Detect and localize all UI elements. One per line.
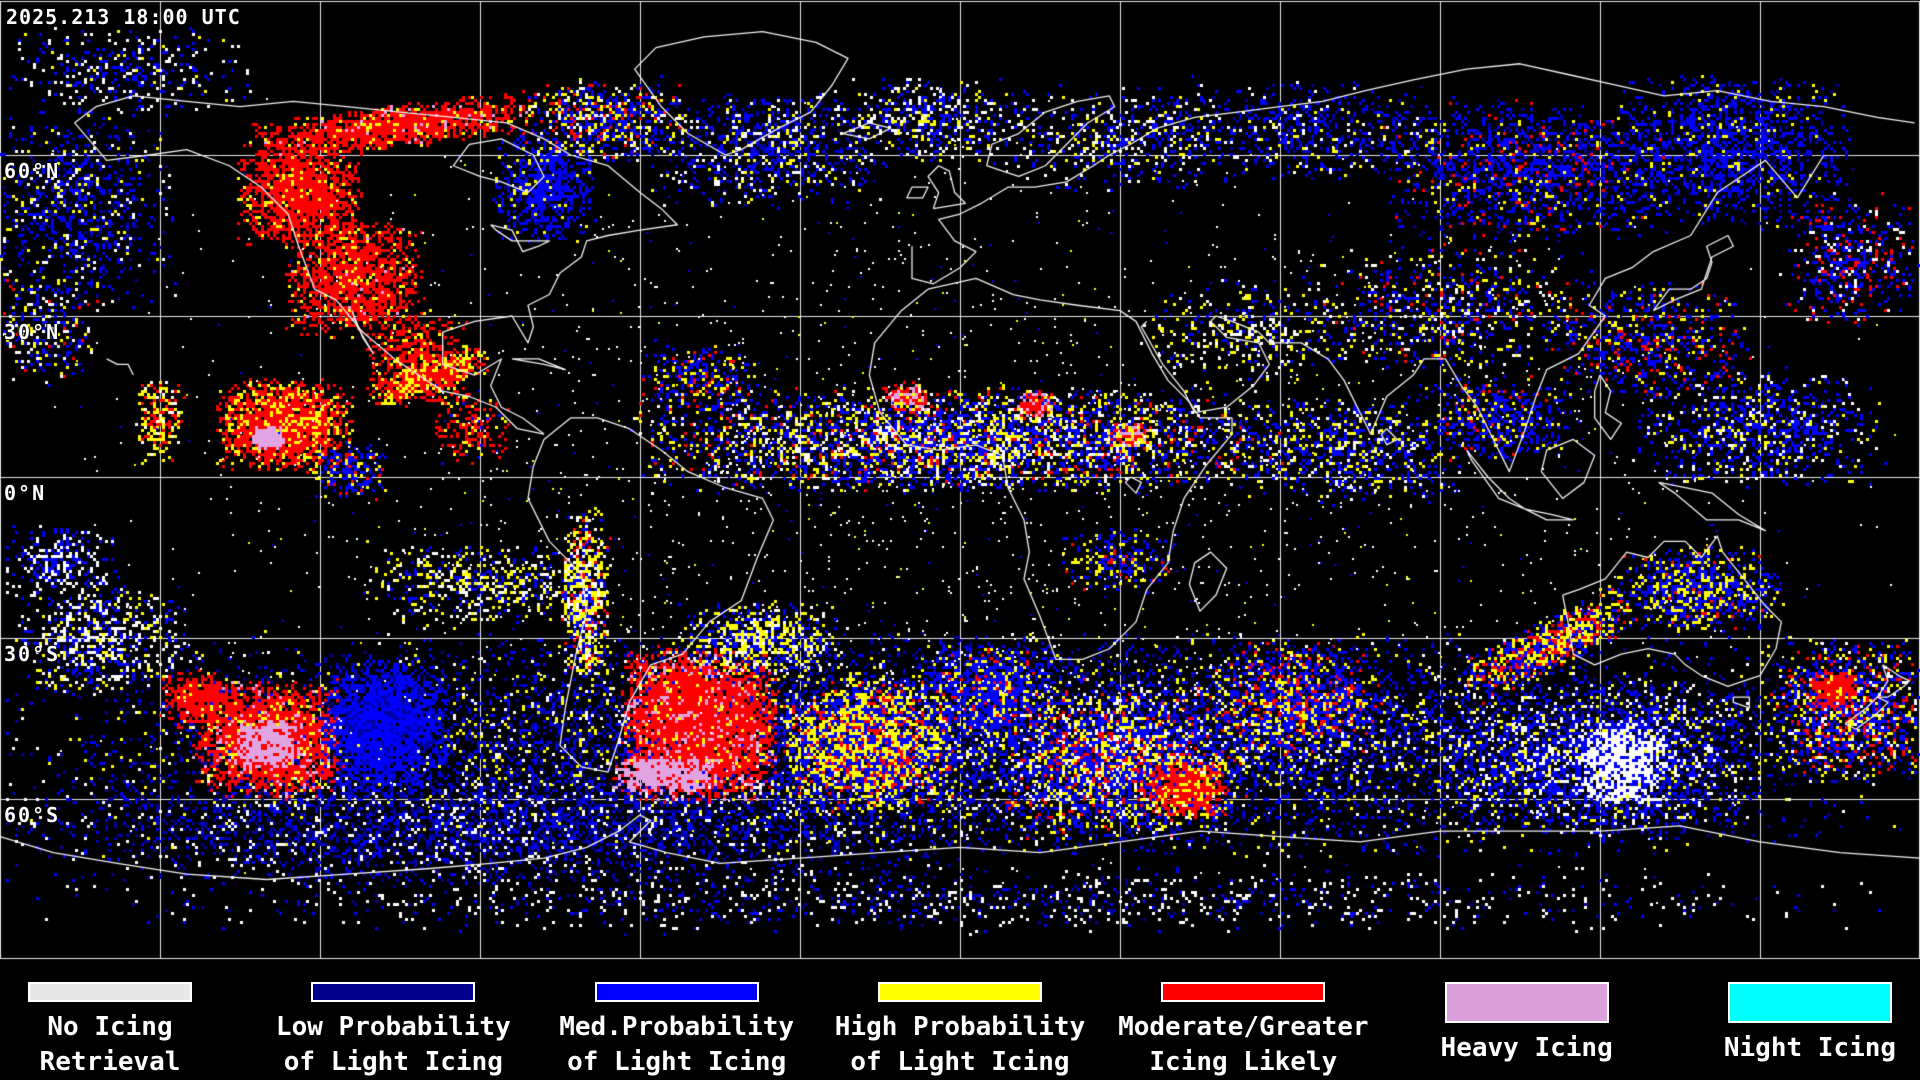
lat-label-60s: 60°S <box>4 803 61 827</box>
moderate-label: Moderate/Greater Icing Likely <box>1118 1012 1369 1077</box>
legend: No Icing Retrieval Low Probability of Li… <box>0 976 1920 1080</box>
legend-item-med-prob: Med.Probability of Light Icing <box>559 976 794 1080</box>
med-prob-label: Med.Probability of Light Icing <box>559 1012 795 1077</box>
night-label: Night Icing <box>1723 1033 1897 1063</box>
lat-label-30s: 30°S <box>4 642 61 666</box>
low-prob-swatch <box>311 982 476 1002</box>
high-prob-label: High Probability of Light Icing <box>834 1012 1086 1077</box>
lat-label-0n: 0°N <box>4 481 47 505</box>
timestamp: 2025.213 18:00 UTC <box>6 5 241 29</box>
no-icing-label: No Icing Retrieval <box>39 1012 181 1077</box>
lat-label-60n: 60°N <box>4 159 61 183</box>
high-prob-swatch <box>877 982 1042 1002</box>
heavy-label: Heavy Icing <box>1440 1033 1613 1063</box>
med-prob-swatch <box>594 982 759 1002</box>
lat-label-30n: 30°N <box>4 320 61 344</box>
legend-item-high-prob: High Probability of Light Icing <box>835 976 1085 1080</box>
heavy-swatch <box>1444 982 1609 1023</box>
low-prob-label: Low Probability of Light Icing <box>275 1012 511 1077</box>
moderate-swatch <box>1161 982 1326 1002</box>
night-swatch <box>1727 982 1892 1023</box>
legend-item-night: Night Icing <box>1710 976 1910 1080</box>
legend-item-heavy: Heavy Icing <box>1427 976 1627 1080</box>
no-icing-swatch <box>28 982 192 1002</box>
world-map: 2025.213 18:00 UTC 60°N 30°N 0°N 30°S 60… <box>0 0 1920 970</box>
legend-item-moderate: Moderate/Greater Icing Likely <box>1118 976 1369 1080</box>
map-canvas <box>0 0 1920 970</box>
legend-item-no-icing: No Icing Retrieval <box>10 976 210 1080</box>
legend-item-low-prob: Low Probability of Light Icing <box>276 976 511 1080</box>
